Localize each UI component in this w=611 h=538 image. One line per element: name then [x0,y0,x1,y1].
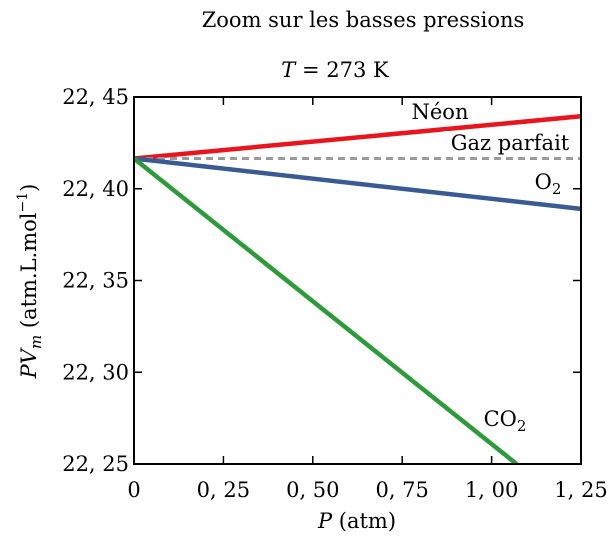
y-axis: 22, 25 22, 30 22, 35 22, 40 22, 45 [62,85,581,476]
x-tick-label: 0 [127,478,140,502]
series-labels: Néon Gaz parfait O2 CO2 [410,100,576,435]
y-tick-label: 22, 35 [62,269,129,293]
y-tick-label: 22, 40 [62,177,129,201]
x-axis: 0 0, 25 0, 50 0, 75 1, 00 1, 25 [127,97,608,502]
x-axis-label: P (atm) [317,509,396,533]
y-tick-label: 22, 25 [62,452,129,476]
x-tick-label: 1, 25 [554,478,607,502]
chart-subtitle: T = 273 K [281,58,389,82]
x-tick-label: 0, 50 [286,478,339,502]
y-tick-label: 22, 30 [62,360,129,384]
series-label: Néon [412,100,469,124]
x-tick-label: 1, 00 [465,478,518,502]
y-tick-label: 22, 45 [62,85,129,109]
series-line-o2 [134,156,581,212]
chart-title: Zoom sur les basses pressions [202,8,525,32]
x-tick-label: 0, 25 [197,478,250,502]
plot-lines [134,114,581,464]
y-axis-label: PVm (atm.L.mol−1) [15,184,45,380]
series-line-n-on [134,114,581,161]
series-label: Gaz parfait [451,131,570,155]
series-label: O2 [535,170,562,198]
series-line-co2 [134,156,519,464]
series-label: CO2 [484,407,527,435]
x-tick-label: 0, 75 [375,478,428,502]
